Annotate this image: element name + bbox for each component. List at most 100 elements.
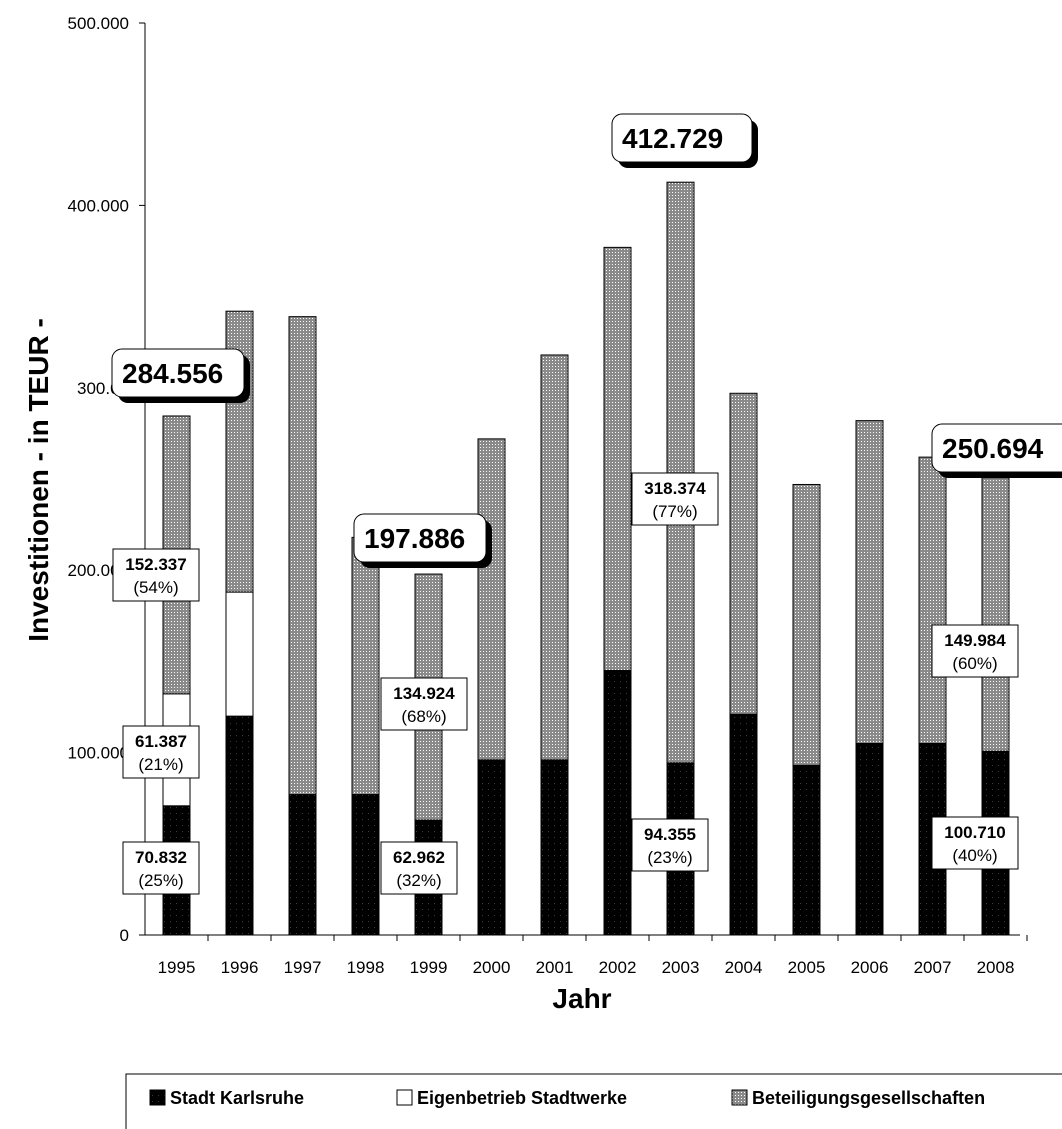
callout-2003-94.355: 94.355 (23%) [631,818,709,872]
total-value: 412.729 [622,123,723,154]
legend-item: Stadt Karlsruhe [149,1088,304,1108]
bar-1997-2 [288,316,317,796]
x-tick-label: 1997 [284,958,322,977]
bar-2002-0 [603,670,632,936]
total-value: 284.556 [122,358,223,389]
y-tick-label: 100.000 [68,744,129,763]
legend-item: Beteiligungsgesellschaften [731,1088,985,1108]
legend-box [125,1073,1062,1129]
callout-percent: (21%) [138,755,183,774]
legend-swatch [149,1089,166,1106]
legend-label: Stadt Karlsruhe [170,1088,304,1108]
bars-layer [162,181,1010,936]
callout-2008-100.710: 100.710 (40%) [931,816,1019,870]
callout-box [122,841,200,895]
bar-2006-0 [855,742,884,936]
total-box [353,513,487,563]
callout-1995-70.832: 70.832 (25%) [122,841,200,895]
total-2003: 412.729 [611,113,758,168]
legend: Stadt Karlsruhe Eigenbetrieb Stadtwerke Be… [125,1073,1062,1129]
total-value: 250.694 [942,433,1044,464]
callout-2008-149.984: 149.984 (60%) [931,624,1019,678]
callout-value: 152.337 [125,555,186,574]
callout-value: 134.924 [393,684,455,703]
legend-swatch [731,1089,748,1106]
callout-box [112,548,200,602]
total-2008: 250.694 [931,423,1062,478]
x-tick-label: 2007 [914,958,952,977]
total-box [931,423,1062,473]
bar-2004-0 [729,713,758,936]
y-tick-label: 0 [120,926,129,945]
callout-value: 62.962 [393,848,445,867]
callout-box [931,816,1019,870]
legend-item: Eigenbetrieb Stadtwerke [396,1088,627,1108]
bar-2008-2 [981,477,1010,752]
bar-1996-0 [225,715,254,936]
bar-2000-2 [477,438,506,761]
callout-value: 70.832 [135,848,187,867]
callout-percent: (68%) [401,707,446,726]
x-tick-label: 2006 [851,958,889,977]
bar-2002-2 [603,246,632,672]
x-tick-label: 2003 [662,958,700,977]
callout-box [631,472,719,526]
callouts-layer: 70.832 (25%) 61.387 (21%) 152.337 (54%) 62.962… [111,113,1062,895]
legend-label: Eigenbetrieb Stadtwerke [417,1088,627,1108]
callout-percent: (77%) [652,502,697,521]
callout-value: 100.710 [944,823,1005,842]
callout-box [631,818,709,872]
callout-value: 318.374 [644,479,706,498]
total-1999: 197.886 [353,513,492,568]
callout-2003-318.374: 318.374 (77%) [631,472,719,526]
bar-1996-1 [225,591,254,717]
bar-2001-2 [540,354,569,761]
callout-box [931,624,1019,678]
axes-layer [144,23,1020,936]
legend-swatch [396,1089,413,1106]
total-1995: 284.556 [111,348,250,403]
x-tick-label: 1995 [158,958,196,977]
bar-1998-0 [351,794,380,936]
x-tick-label: 2005 [788,958,826,977]
bar-2005-0 [792,764,821,936]
callout-value: 94.355 [644,825,696,844]
x-tick-label: 2004 [725,958,763,977]
callout-1995-61.387: 61.387 (21%) [122,725,200,779]
callout-1999-134.924: 134.924 (68%) [380,677,468,731]
callout-box [380,841,458,895]
bar-1997-0 [288,794,317,936]
x-tick-label: 1996 [221,958,259,977]
bar-2000-0 [477,759,506,936]
x-tick-label: 2008 [977,958,1015,977]
bar-2005-2 [792,483,821,766]
total-value: 197.886 [364,523,465,554]
callout-percent: (25%) [138,871,183,890]
callout-1999-62.962: 62.962 (32%) [380,841,458,895]
x-tick-label: 1998 [347,958,385,977]
y-tick-label: 500.000 [68,14,129,33]
callout-value: 149.984 [944,631,1006,650]
callout-1995-152.337: 152.337 (54%) [112,548,200,602]
callout-percent: (23%) [647,848,692,867]
y-tick-label: 400.000 [68,196,129,215]
x-tick-label: 2001 [536,958,574,977]
x-tick-label: 2000 [473,958,511,977]
bar-2006-2 [855,420,884,744]
bar-2004-2 [729,392,758,715]
bar-2001-0 [540,759,569,936]
callout-percent: (54%) [133,578,178,597]
callout-percent: (40%) [952,846,997,865]
legend-label: Beteiligungsgesellschaften [752,1088,985,1108]
callout-percent: (32%) [396,871,441,890]
callout-box [122,725,200,779]
callout-value: 61.387 [135,732,187,751]
bar-1998-2 [351,536,380,796]
total-box [611,113,753,163]
x-tick-label: 1999 [410,958,448,977]
bar-2007-2 [918,456,947,744]
x-tick-label: 2002 [599,958,637,977]
x-axis-title: Jahr [552,983,611,1014]
